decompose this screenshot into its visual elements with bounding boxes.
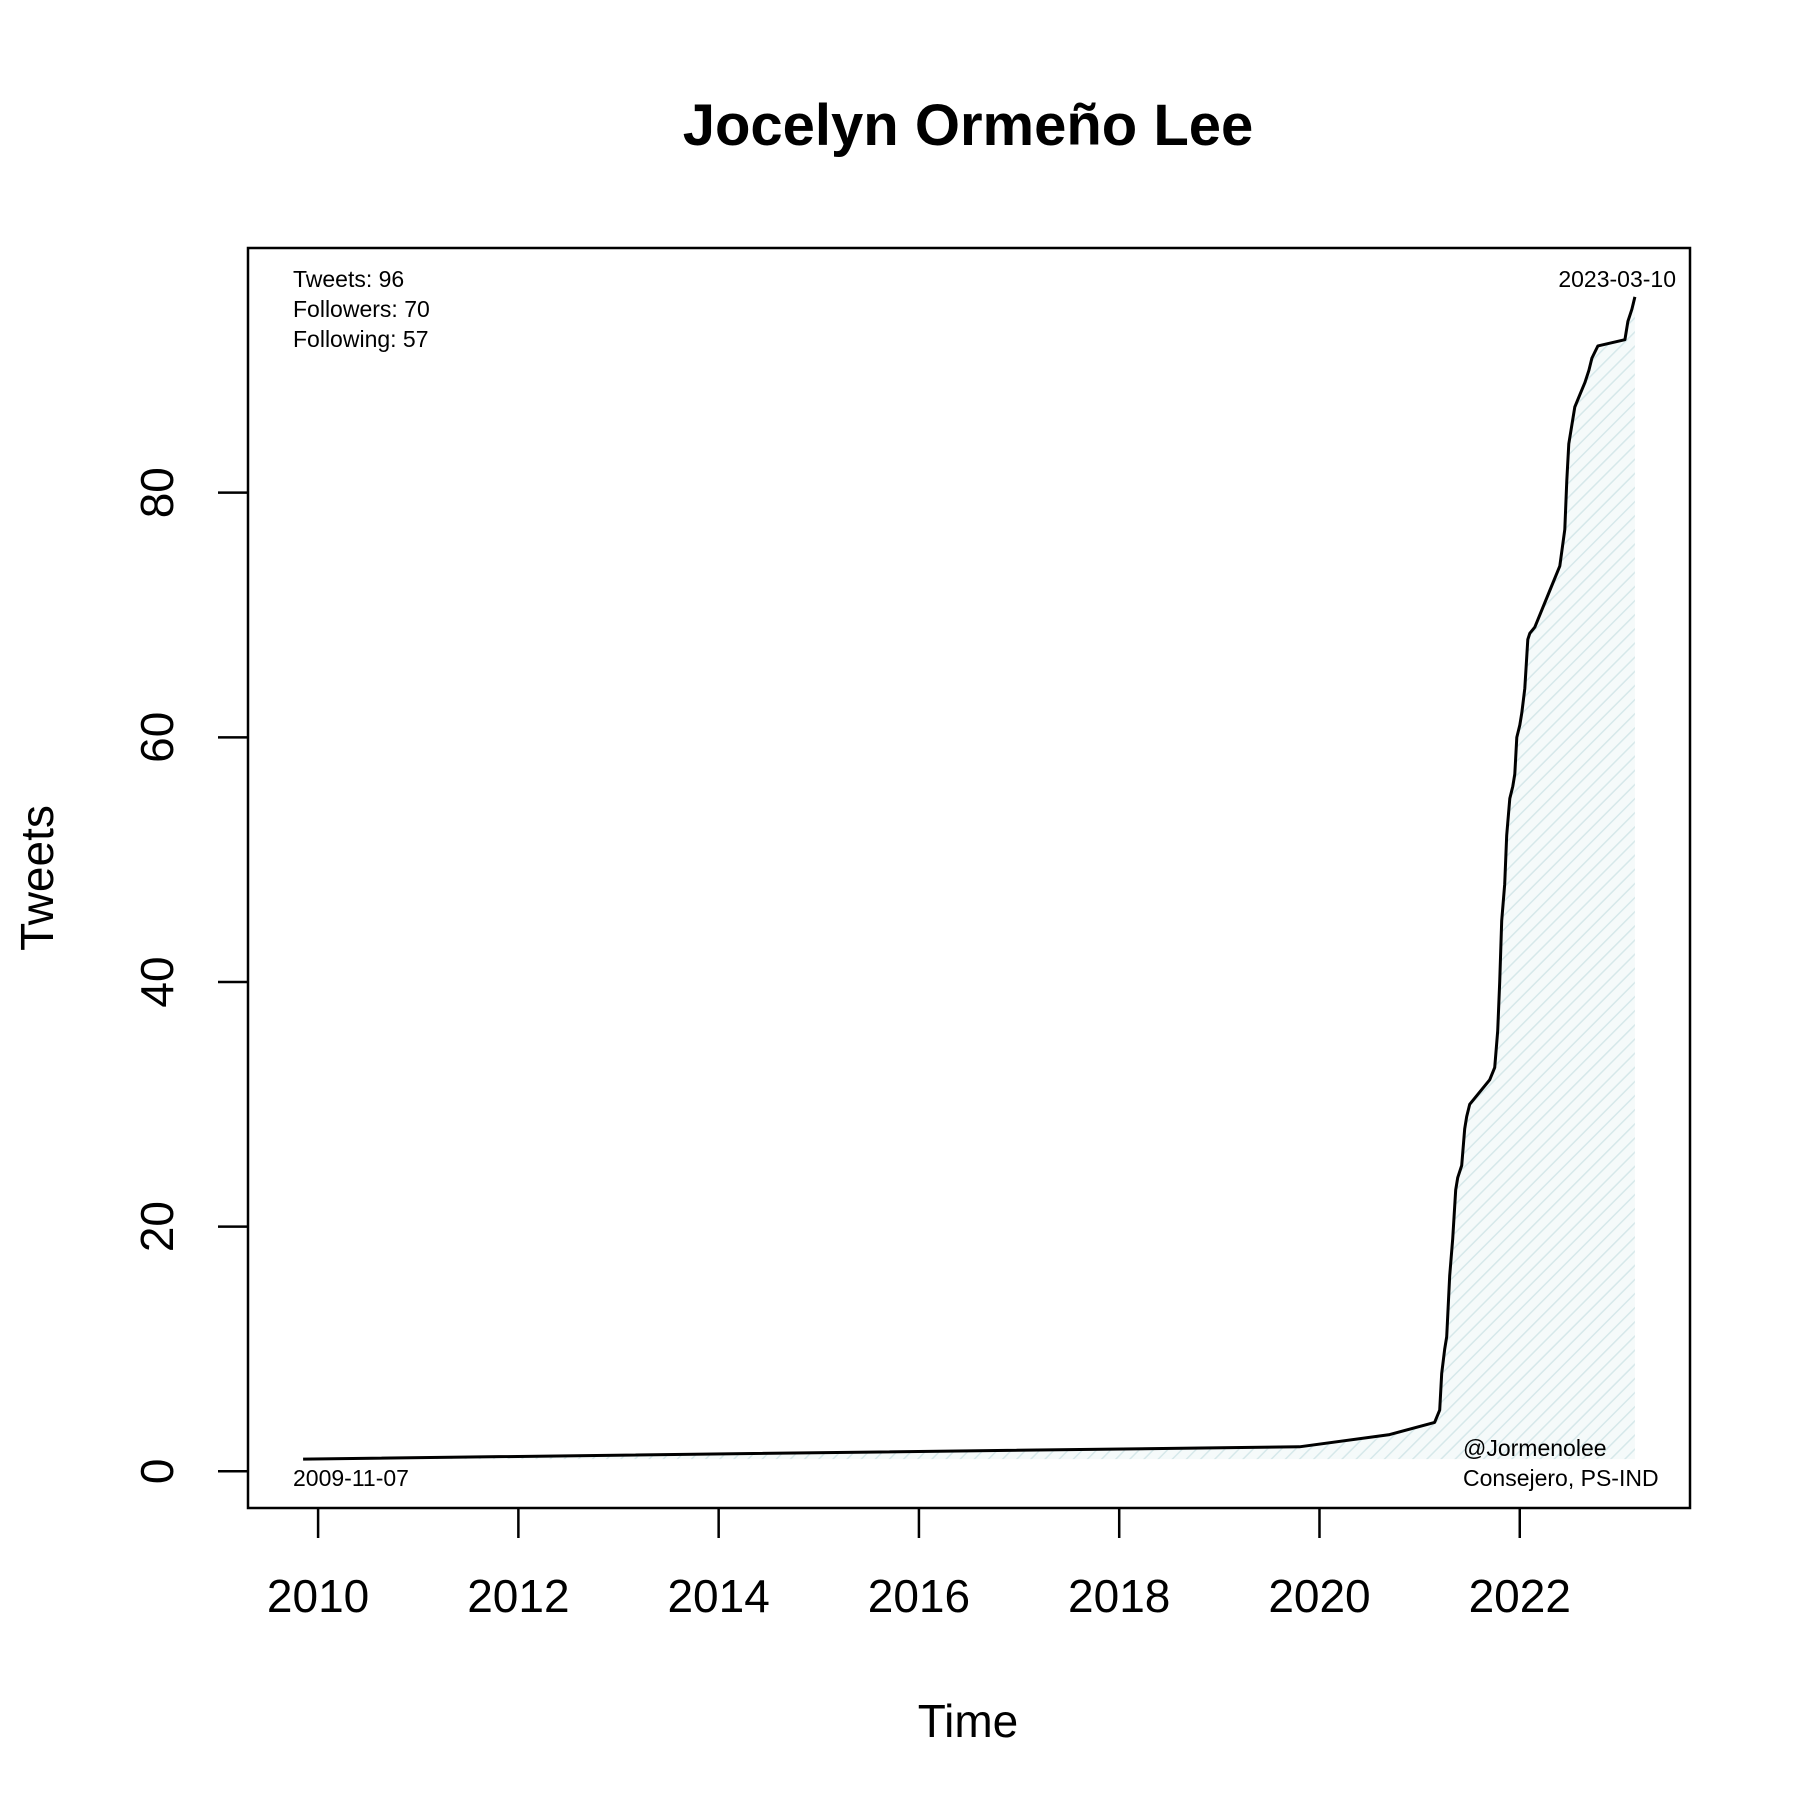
plot-area — [303, 296, 1637, 1461]
x-tick-label: 2014 — [667, 1570, 769, 1622]
x-tick-label: 2018 — [1068, 1570, 1170, 1622]
start-date-label: 2009-11-07 — [293, 1465, 409, 1491]
tweets-count-label: Tweets: 96 — [293, 266, 404, 292]
followers-count-label: Followers: 70 — [293, 296, 430, 322]
x-axis-label: Time — [918, 1695, 1019, 1747]
x-tick-label: 2012 — [467, 1570, 569, 1622]
handle-label: @Jormenolee — [1463, 1435, 1607, 1461]
x-tick-label: 2016 — [868, 1570, 970, 1622]
following-count-label: Following: 57 — [293, 326, 429, 352]
chart-title: Jocelyn Ormeño Lee — [683, 93, 1254, 158]
y-tick-label: 60 — [131, 712, 183, 763]
x-tick-label: 2020 — [1268, 1570, 1370, 1622]
y-axis: 0 20 40 60 80 — [131, 467, 248, 1484]
role-label: Consejero, PS-IND — [1463, 1465, 1659, 1491]
y-tick-label: 0 — [131, 1459, 183, 1485]
plot-frame — [246, 246, 1692, 1510]
end-date-label: 2023-03-10 — [1558, 266, 1676, 292]
series-area — [303, 296, 1635, 1460]
x-axis: 2010 2012 2014 2016 2018 2020 2022 — [267, 1508, 1571, 1622]
x-tick-label: 2010 — [267, 1570, 369, 1622]
y-tick-label: 40 — [131, 956, 183, 1007]
y-tick-label: 20 — [131, 1201, 183, 1252]
x-tick-label: 2022 — [1469, 1570, 1571, 1622]
y-tick-label: 80 — [131, 467, 183, 518]
y-axis-label: Tweets — [11, 805, 63, 951]
series-line — [303, 296, 1637, 1461]
